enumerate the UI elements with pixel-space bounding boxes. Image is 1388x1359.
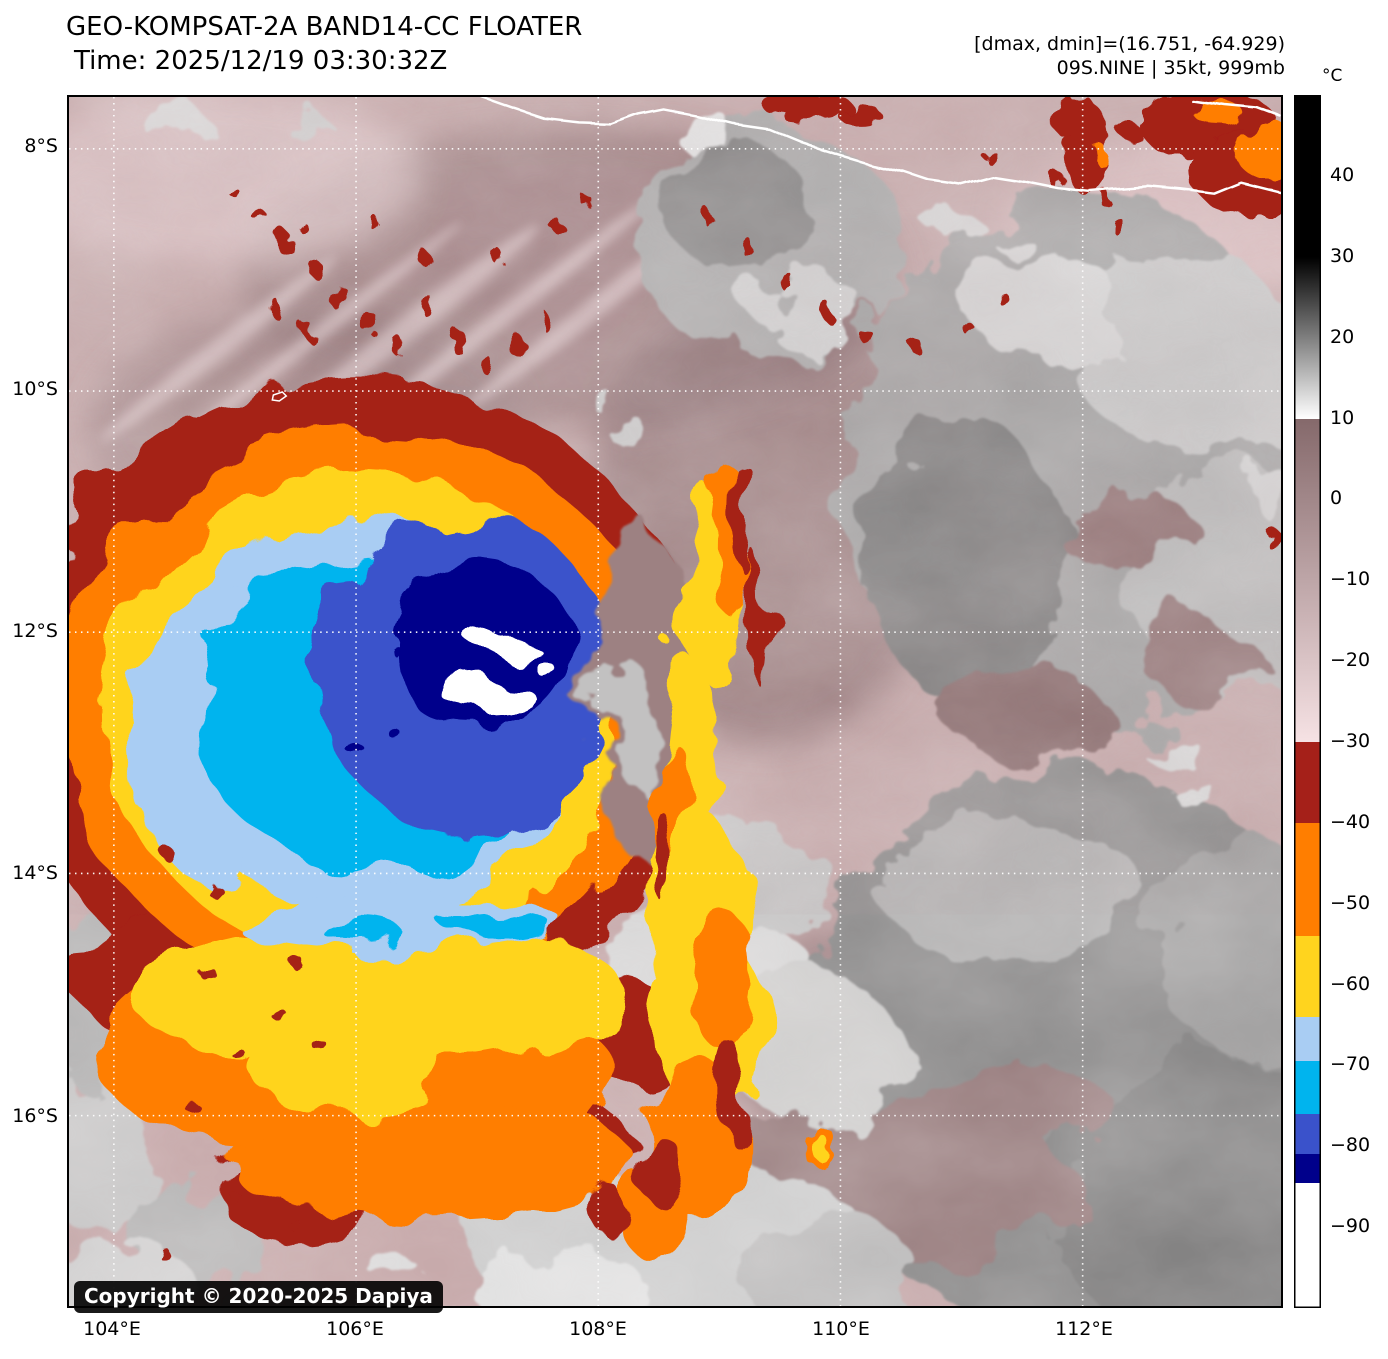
copyright-badge: Copyright © 2020-2025 Dapiya xyxy=(74,1281,443,1313)
lon-tick-112e: 112°E xyxy=(1055,1318,1113,1340)
colorbar-unit-label: °C xyxy=(1322,66,1343,86)
cbar-tick-20: 20 xyxy=(1330,326,1355,348)
lat-tick-16s: 16°S xyxy=(12,1105,58,1127)
cbar-seg-white xyxy=(1294,1183,1321,1308)
timestamp: Time: 2025/12/19 03:30:32Z xyxy=(74,46,448,76)
lon-tick-108e: 108°E xyxy=(569,1318,627,1340)
cbar-seg-mauve xyxy=(1294,419,1321,742)
colorbar-scale xyxy=(1294,95,1321,1308)
cbar-seg-black xyxy=(1294,95,1321,257)
storm-coldest-white-overshoots xyxy=(446,627,550,716)
cbar-tick-0: 0 xyxy=(1330,487,1343,509)
storm-info: 09S.NINE | 35kt, 999mb xyxy=(1056,57,1285,79)
satellite-map: Copyright © 2020-2025 Dapiya xyxy=(67,95,1283,1313)
colorbar xyxy=(1294,95,1321,1308)
lon-tick-110e: 110°E xyxy=(812,1318,870,1340)
cbar-seg-royalblue xyxy=(1294,1114,1321,1154)
cbar-tick-m90: −90 xyxy=(1330,1215,1371,1237)
page-title: GEO-KOMPSAT-2A BAND14-CC FLOATER xyxy=(66,12,583,42)
christmas-island-outline xyxy=(271,391,288,402)
graticule-grid xyxy=(69,97,1281,1306)
lat-tick-8s: 8°S xyxy=(24,135,58,157)
top-right-cold-patches xyxy=(761,97,1281,217)
coastline-java xyxy=(479,97,1281,195)
cold-cloud-flecks xyxy=(156,172,1281,1259)
cbar-seg-darkred xyxy=(1294,742,1321,823)
dmax-dmin-readout: [dmax, dmin]=(16.751, -64.929) xyxy=(974,33,1285,55)
cbar-border xyxy=(1294,95,1321,1308)
cbar-tick-30: 30 xyxy=(1330,245,1355,267)
cbar-seg-yellow xyxy=(1294,936,1321,1017)
satellite-ir-image xyxy=(69,97,1281,1306)
cbar-seg-paleblue xyxy=(1294,1017,1321,1061)
cbar-tick-m40: −40 xyxy=(1330,811,1371,833)
cbar-tick-m20: −20 xyxy=(1330,649,1371,671)
cbar-tick-m50: −50 xyxy=(1330,892,1371,914)
se-convective-cell xyxy=(805,1126,838,1171)
lat-tick-12s: 12°S xyxy=(12,620,58,642)
cbar-tick-40: 40 xyxy=(1330,164,1355,186)
cbar-tick-m60: −60 xyxy=(1330,973,1371,995)
cbar-seg-grayscale xyxy=(1294,257,1321,419)
cbar-seg-cyan xyxy=(1294,1061,1321,1114)
lon-tick-104e: 104°E xyxy=(83,1318,141,1340)
band-darkred-edges xyxy=(589,465,768,1234)
cbar-seg-orange xyxy=(1294,823,1321,936)
cbar-tick-m70: −70 xyxy=(1330,1053,1371,1075)
cbar-seg-navy xyxy=(1294,1154,1321,1183)
east-feeder-band xyxy=(589,465,774,1259)
cbar-tick-m30: −30 xyxy=(1330,730,1371,752)
lat-tick-10s: 10°S xyxy=(12,378,58,400)
lon-tick-106e: 106°E xyxy=(326,1318,384,1340)
cbar-tick-m80: −80 xyxy=(1330,1134,1371,1156)
cbar-tick-m10: −10 xyxy=(1330,568,1371,590)
storm-cdo xyxy=(69,376,702,1244)
lat-tick-14s: 14°S xyxy=(12,862,58,884)
cbar-tick-10: 10 xyxy=(1330,407,1355,429)
